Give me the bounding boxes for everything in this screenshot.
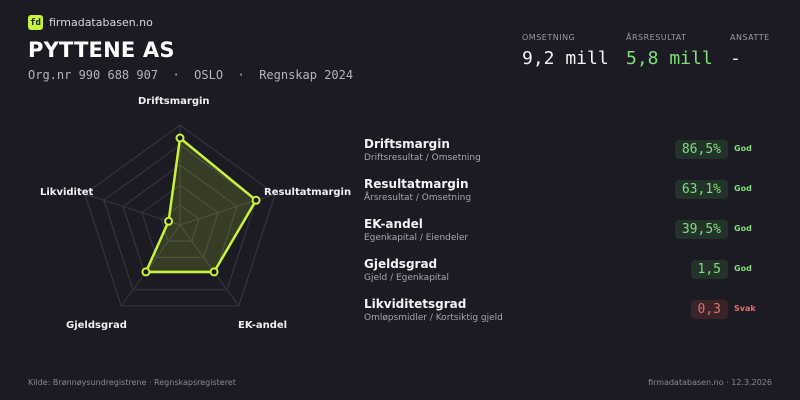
metric-status: God <box>734 224 752 233</box>
radar-point-ek-andel <box>209 267 219 277</box>
radar-spoke-4 <box>120 224 181 307</box>
metric-row-ek-andel: EK-andel Egenkapital / Eiendeler 39,5% G… <box>364 217 764 253</box>
brand-name: firmadatabasen.no <box>49 16 153 29</box>
radar-label-resultatmargin: Resultatmargin <box>264 187 352 198</box>
metric-status: God <box>734 184 752 193</box>
metric-status: Svak <box>734 304 756 313</box>
radar-grid-ring-4 <box>103 144 257 291</box>
metric-formula: Gjeld / Egenkapital <box>364 273 449 283</box>
metric-name: Likviditetsgrad <box>364 297 467 311</box>
metric-status: God <box>734 264 752 273</box>
metric-status: God <box>734 144 752 153</box>
stat-value: 5,8 mill <box>626 48 713 69</box>
metric-value: 1,5 <box>690 260 728 279</box>
logo-mark-icon: fd <box>28 15 43 30</box>
radar-label-driftsmargin: Driftsmargin <box>138 96 210 107</box>
radar-spoke-5 <box>84 193 181 226</box>
footer-source: Kilde: Brønnøysundregistrene · Regnskaps… <box>28 378 236 387</box>
footer-site-date[interactable]: firmadatabasen.no · 12.3.2026 <box>648 378 772 387</box>
radar-grid-ring-1 <box>160 204 200 242</box>
metric-row-resultatmargin: Resultatmargin Årsresultat / Omsetning 6… <box>364 177 764 213</box>
stat-ansatte: ANSATTE - <box>730 33 770 69</box>
radar-grid-ring-5 <box>84 124 276 307</box>
metric-value: 39,5% <box>674 220 728 239</box>
radar-spoke-3 <box>179 224 240 307</box>
metric-name: Gjeldsgrad <box>364 257 438 271</box>
radar-spoke-2 <box>179 193 276 226</box>
company-name: PYTTENE AS <box>28 38 175 62</box>
stat-value: - <box>730 48 741 69</box>
metric-row-driftsmargin: Driftsmargin Driftsresultat / Omsetning … <box>364 137 764 173</box>
radar-grid-ring-3 <box>122 164 238 275</box>
brand-logo[interactable]: fd firmadatabasen.no <box>28 15 153 30</box>
radar-label-ek-andel: EK-andel <box>238 320 288 331</box>
metric-value: 63,1% <box>674 180 728 199</box>
metric-formula: Driftsresultat / Omsetning <box>364 153 481 163</box>
radar-label-gjeldsgrad: Gjeldsgrad <box>66 320 127 331</box>
radar-point-gjeldsgrad <box>141 267 151 277</box>
stat-label: OMSETNING <box>522 33 576 42</box>
stat-label: ANSATTE <box>730 33 770 42</box>
metric-row-gjeldsgrad: Gjeldsgrad Gjeld / Egenkapital 1,5 God <box>364 257 764 293</box>
metric-name: Driftsmargin <box>364 137 450 151</box>
radar-point-driftsmargin <box>175 133 185 143</box>
radar-grid-ring-2 <box>141 184 219 258</box>
stat-omsetning: OMSETNING 9,2 mill <box>522 33 609 69</box>
radar-label-likviditet: Likviditet <box>40 187 94 198</box>
radar-point-likviditet <box>164 216 174 226</box>
radar-point-resultatmargin <box>251 195 261 205</box>
metric-formula: Egenkapital / Eiendeler <box>364 233 469 243</box>
radar-data-polygon <box>144 136 258 274</box>
stat-arsresultat: ÅRSRESULTAT 5,8 mill <box>626 33 713 69</box>
stat-value: 9,2 mill <box>522 48 609 69</box>
metric-formula: Omløpsmidler / Kortsiktig gjeld <box>364 313 503 323</box>
metric-value: 86,5% <box>674 140 728 159</box>
metric-name: Resultatmargin <box>364 177 469 191</box>
metric-formula: Årsresultat / Omsetning <box>364 193 472 203</box>
company-subline: Org.nr 990 688 907 · OSLO · Regnskap 202… <box>28 68 354 82</box>
stat-label: ÅRSRESULTAT <box>626 33 687 42</box>
metric-name: EK-andel <box>364 217 423 231</box>
metric-value: 0,3 <box>690 300 728 319</box>
metric-row-likviditetsgrad: Likviditetsgrad Omløpsmidler / Kortsikti… <box>364 297 764 333</box>
